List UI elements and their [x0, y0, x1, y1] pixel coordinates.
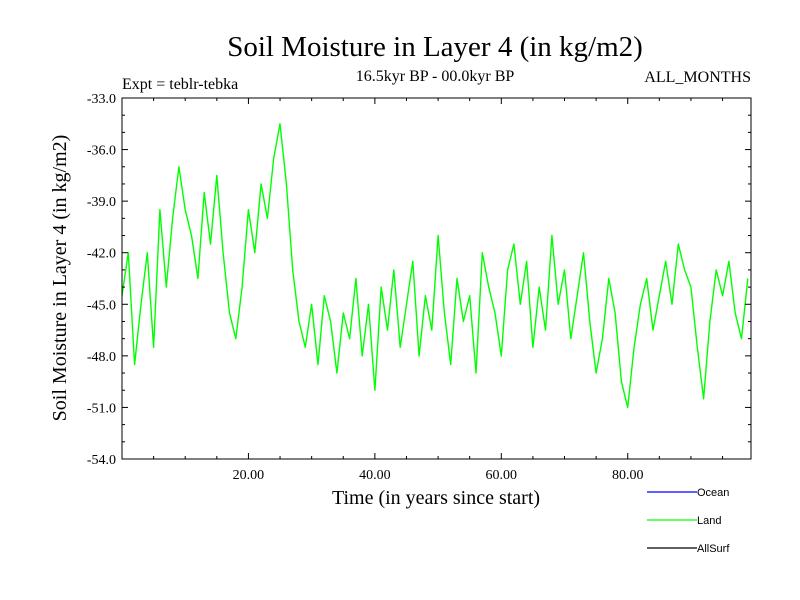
legend-label-ocean: Ocean: [697, 487, 729, 499]
y-tick-label: -54.0: [87, 453, 116, 468]
y-tick-label: -48.0: [87, 350, 116, 365]
chart-title: Soil Moisture in Layer 4 (in kg/m2): [227, 31, 643, 63]
y-tick-label: -51.0: [87, 401, 116, 416]
x-tick-label: 80.00: [612, 468, 644, 483]
y-tick-label: -36.0: [87, 144, 116, 159]
y-axis-label: Soil Moisture in Layer 4 (in kg/m2): [49, 135, 71, 422]
plot-frame: [121, 97, 752, 460]
x-tick-label: 40.00: [359, 468, 391, 483]
y-tick-label: -33.0: [87, 92, 116, 107]
axis-layer: -54.0 -51.0 -48.0 -45.0 -42.0 -39.0 -36.0 -33.0…: [87, 92, 751, 483]
x-tick-label: 20.00: [233, 468, 265, 483]
legend-label-allsurf: AllSurf: [697, 543, 730, 555]
x-axis-label: Time (in years since start): [332, 487, 540, 509]
y-tick-label: -42.0: [87, 247, 116, 262]
plot-layer: [121, 123, 749, 409]
period-label: 16.5kyr BP - 00.0kyr BP: [356, 68, 515, 85]
x-tick-label: 60.00: [486, 468, 518, 483]
legend: Ocean Land AllSurf: [647, 487, 730, 555]
y-tick-label: -45.0: [87, 298, 116, 313]
y-tick-label: -39.0: [87, 195, 116, 210]
legend-label-land: Land: [697, 515, 721, 527]
experiment-label: Expt = teblr-tebka: [122, 76, 238, 93]
series-line-land: [121, 123, 749, 409]
months-label: ALL_MONTHS: [644, 69, 751, 86]
